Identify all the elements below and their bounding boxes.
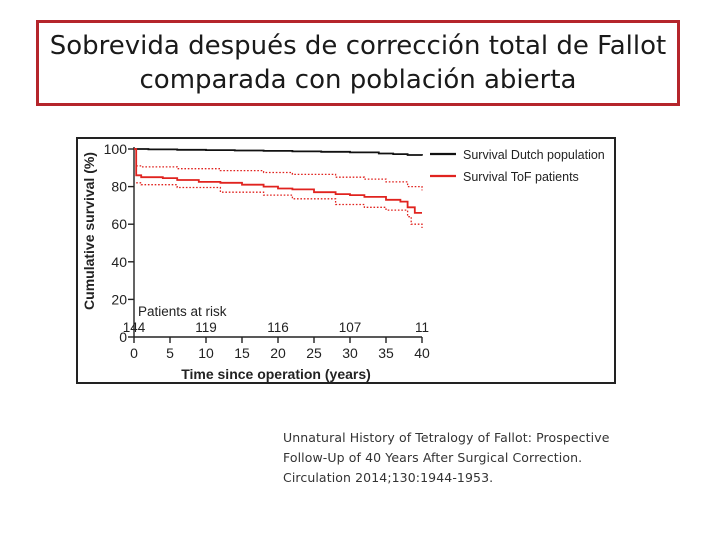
dutch-population-line [134,148,423,156]
survival-chart: Patients at risk 144 119 116 107 11 0 20 40 60 80… [76,137,616,384]
tof-ci-lower-line [136,182,423,228]
risk-count: 11 [415,320,429,335]
citation-line-1: Unnatural History of Tetralogy of Fallot… [283,430,610,445]
legend-dutch-population-label: Survival Dutch population [463,148,605,162]
risk-count: 119 [195,320,217,335]
tof-ci-upper-line [136,165,423,191]
x-tick-label: 0 [130,345,138,361]
citation-line-2: Follow-Up of 40 Years After Surgical Cor… [283,450,583,465]
slide-title-box: Sobrevida después de corrección total de… [36,20,680,106]
y-tick-label: 40 [111,254,127,270]
x-tick-label: 10 [198,345,214,361]
y-axis-title: Cumulative survival (%) [81,152,97,310]
citation-line-3: Circulation 2014;130:1944-1953. [283,470,494,485]
x-tick-label: 30 [342,345,358,361]
slide-title-line-1: Sobrevida después de corrección total de… [49,31,667,61]
risk-count: 107 [339,320,362,335]
x-tick-label: 25 [306,345,322,361]
y-tick-label: 20 [111,291,127,307]
risk-count: 116 [267,320,289,335]
y-tick-label: 80 [111,179,127,195]
tof-patients-line [134,148,422,214]
x-tick-label: 15 [234,345,250,361]
x-tick-label: 5 [166,345,174,361]
x-tick-label: 35 [378,345,394,361]
y-tick-label: 100 [104,141,128,157]
x-axis-title: Time since operation (years) [181,366,371,382]
y-tick-label: 60 [111,216,127,232]
x-tick-label: 20 [270,345,286,361]
y-tick-label: 0 [119,329,127,345]
x-tick-label: 40 [414,345,430,361]
risk-table-label: Patients at risk [138,304,227,319]
citation: Unnatural History of Tetralogy of Fallot… [283,428,610,488]
legend-tof-patients-label: Survival ToF patients [463,170,579,184]
slide-title-line-2: comparada con población abierta [139,65,577,95]
